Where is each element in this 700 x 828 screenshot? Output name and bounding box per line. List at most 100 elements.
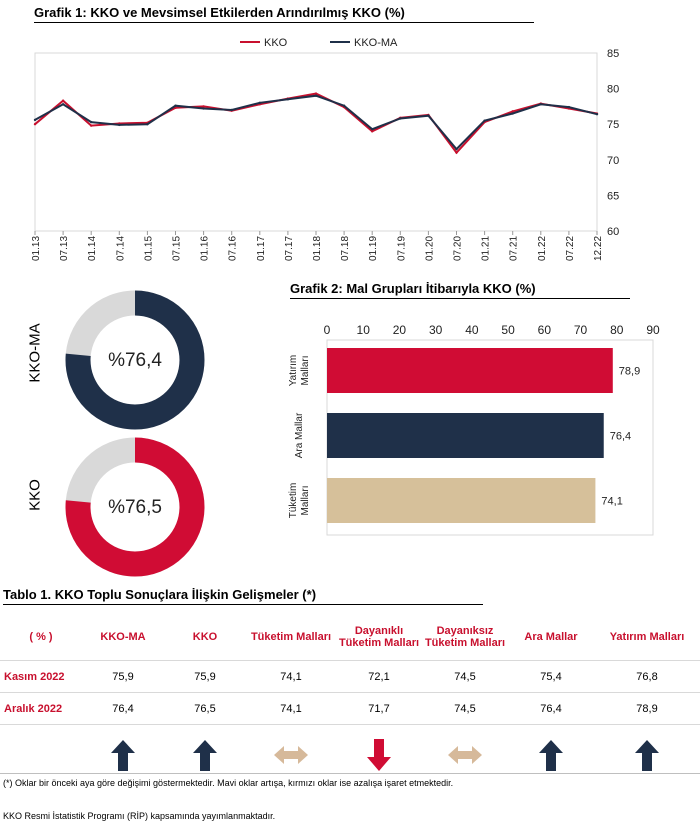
donut1-label: KKO-MA [26, 323, 44, 383]
x-tick-label: 07.14 [115, 236, 126, 261]
data-point [455, 151, 458, 154]
data-point [61, 99, 65, 102]
data-point [483, 119, 486, 122]
data-point [230, 108, 233, 112]
x-tick-label: 10 [357, 323, 371, 337]
x-tick-label: 07.20 [453, 236, 464, 261]
data-point [511, 110, 514, 113]
x-tick-label: 60 [538, 323, 552, 337]
footnote: (*) Oklar bir önceki aya göre değişimi g… [3, 778, 454, 788]
y-tick-label: 65 [607, 190, 619, 202]
x-tick-label: 07.19 [396, 236, 407, 261]
chart1-title: Grafik 1: KKO ve Mevsimsel Etkilerden Ar… [34, 5, 405, 20]
data-point [61, 103, 65, 106]
table-cell: 75,9 [82, 660, 164, 693]
donut2-label: KKO [26, 479, 44, 511]
y-tick-label: 80 [607, 84, 619, 96]
data-point [455, 147, 458, 151]
results-table: ( % ) KKO-MA KKO Tüketim Malları Dayanık… [0, 614, 700, 787]
data-point [90, 120, 93, 124]
table-cell: 76,8 [594, 660, 700, 693]
arrow-both-icon [274, 745, 308, 764]
category-label: Yatırım [288, 355, 299, 386]
table-cell: 74,5 [422, 692, 508, 725]
x-tick-label: 01.22 [537, 236, 548, 261]
table-cell: 74,5 [422, 660, 508, 693]
bar [327, 413, 604, 458]
category-label: Malları [300, 485, 311, 515]
donut-kko-ma: %76,4 [65, 290, 205, 430]
data-point [314, 94, 318, 97]
data-point [146, 123, 149, 126]
data-point [342, 104, 346, 107]
table-cell: 75,9 [164, 660, 246, 693]
x-tick-label: 80 [610, 323, 624, 337]
category-label: Ara Mallar [294, 412, 305, 458]
x-tick-label: 07.17 [284, 236, 295, 261]
arrow-row [0, 725, 700, 788]
x-tick-label: 01.19 [368, 236, 379, 261]
data-point [314, 92, 318, 95]
x-tick-label: 01.17 [256, 236, 267, 261]
data-point [118, 123, 121, 127]
table-cell: 71,7 [336, 692, 422, 725]
table-header: Tüketim Malları [246, 614, 336, 661]
table-header: ( % ) [0, 614, 82, 661]
table-cell: 78,9 [594, 692, 700, 725]
x-tick-label: 01.18 [312, 236, 323, 261]
data-point [174, 104, 177, 107]
x-tick-label: 40 [465, 323, 479, 337]
category-label: Malları [300, 355, 311, 385]
table-header: Ara Mallar [508, 614, 594, 661]
table-row: Aralık 2022 76,4 76,5 74,1 71,7 74,5 76,… [0, 692, 700, 725]
x-tick-label: 01.21 [481, 236, 492, 261]
data-point [202, 105, 205, 108]
y-tick-label: 75 [607, 119, 619, 131]
data-point [595, 113, 599, 116]
table-cell: 74,1 [246, 692, 336, 725]
data-point [202, 107, 205, 110]
arrow-both-icon [448, 745, 482, 764]
x-tick-label: 90 [646, 323, 660, 337]
x-tick-label: 30 [429, 323, 443, 337]
data-point [33, 123, 37, 126]
bar-value-label: 74,1 [601, 496, 622, 508]
table-header: KKO-MA [82, 614, 164, 661]
x-tick-label: 12.22 [593, 236, 604, 261]
x-tick-label: 07.13 [59, 236, 70, 261]
data-point [427, 114, 430, 117]
table-header: Dayanıksız Tüketim Malları [422, 614, 508, 661]
data-point [539, 103, 542, 106]
data-point [286, 98, 290, 101]
data-point [371, 130, 374, 133]
bar [327, 348, 613, 393]
table-cell: 74,1 [246, 660, 336, 693]
row-label: Aralık 2022 [0, 692, 82, 725]
y-tick-label: 85 [607, 48, 619, 60]
bar-value-label: 78,9 [619, 366, 640, 378]
chart2-title: Grafik 2: Mal Grupları İtibarıyla KKO (%… [290, 281, 536, 296]
x-tick-label: 01.20 [424, 236, 435, 261]
bar [327, 478, 596, 523]
table-header: KKO [164, 614, 246, 661]
x-tick-label: 01.16 [200, 236, 211, 261]
data-point [511, 112, 514, 115]
y-tick-label: 70 [607, 155, 619, 167]
bar-value-label: 76,4 [610, 431, 631, 443]
donut1-label-box: KKO-MA [20, 318, 50, 388]
data-point [258, 101, 261, 105]
table-cell: 76,5 [164, 692, 246, 725]
x-tick-label: 0 [324, 323, 331, 337]
data-point [33, 118, 37, 122]
x-tick-label: 50 [501, 323, 515, 337]
x-tick-label: 01.14 [87, 236, 98, 261]
table-header: Yatırım Malları [594, 614, 700, 661]
table-row: Kasım 2022 75,9 75,9 74,1 72,1 74,5 75,4… [0, 660, 700, 693]
table-title: Tablo 1. KKO Toplu Sonuçlara İlişkin Gel… [3, 587, 317, 602]
x-tick-label: 70 [574, 323, 588, 337]
table-cell: 76,4 [508, 692, 594, 725]
data-point [371, 127, 374, 131]
table-title-rule [3, 604, 483, 605]
arrow-down-icon [367, 738, 391, 771]
